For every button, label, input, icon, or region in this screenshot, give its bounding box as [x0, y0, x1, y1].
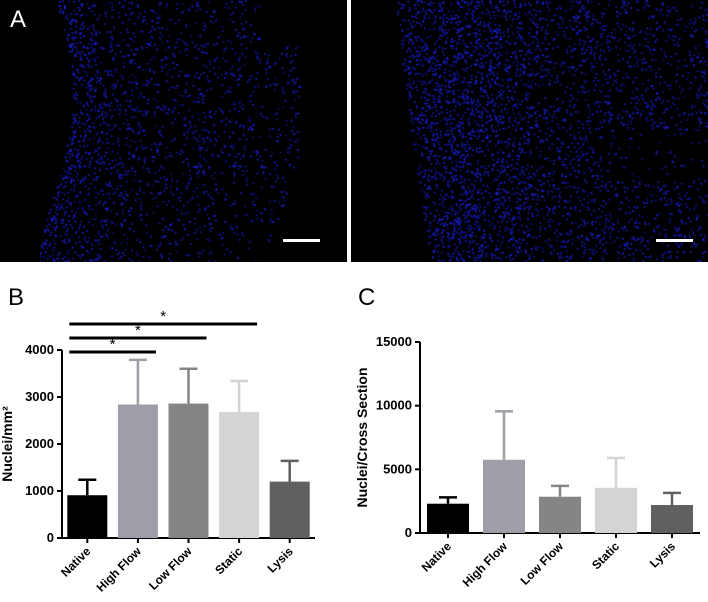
- y-tick-label: 15000: [376, 334, 412, 349]
- panel-label-b: B: [8, 284, 25, 311]
- y-tick-label: 1000: [25, 483, 54, 498]
- nuclei-stain-image-right: [351, 0, 708, 262]
- bar-high-flow: [483, 459, 525, 533]
- panel-label-a: A: [10, 6, 27, 33]
- x-tick-label-high-flow: High Flow: [94, 544, 145, 595]
- x-tick-label-native: Native: [58, 544, 94, 580]
- y-tick-label: 0: [405, 525, 412, 540]
- y-axis-label: Nuclei/mm²: [0, 406, 15, 482]
- y-tick-label: 5000: [383, 461, 412, 476]
- significance-star-high-flow: *: [110, 336, 116, 353]
- significance-star-static: *: [160, 308, 166, 325]
- x-tick-label-lysis: Lysis: [265, 544, 297, 576]
- y-tick-label: 3000: [25, 389, 54, 404]
- bar-lysis: [269, 481, 310, 538]
- scale-bar-right: [656, 239, 693, 242]
- nuclei-stain-image-left: [0, 0, 347, 262]
- bar-native: [67, 495, 108, 538]
- bar-low-flow: [168, 403, 209, 538]
- bar-high-flow: [117, 404, 158, 538]
- y-tick-label: 10000: [376, 398, 412, 413]
- x-tick-label-high-flow: High Flow: [460, 539, 511, 590]
- micrograph-left: [0, 0, 347, 262]
- micrograph-right: [351, 0, 708, 262]
- scale-bar-left: [283, 239, 320, 242]
- y-tick-label: 2000: [25, 436, 54, 451]
- x-tick-label-static: Static: [212, 544, 245, 577]
- chart-nuclei-per-mm2: 0 1000 2000 3000 4000 Nuclei/mm² Native High Fl…: [0, 308, 315, 595]
- bar-native: [427, 503, 469, 533]
- bar-static: [595, 487, 637, 533]
- panel-label-c: C: [358, 284, 376, 311]
- x-tick-label-low-flow: Low Flow: [146, 544, 195, 593]
- bar-low-flow: [539, 496, 581, 533]
- x-tick-label-static: Static: [589, 539, 622, 572]
- significance-star-low-flow: *: [135, 322, 141, 339]
- bar-static: [219, 412, 260, 538]
- x-tick-label-low-flow: Low Flow: [518, 539, 567, 588]
- y-tick-label: 0: [47, 530, 54, 545]
- y-tick-label: 4000: [25, 342, 54, 357]
- chart-nuclei-per-cross-section: 0 5000 10000 15000 Nuclei/Cross Section Nativ…: [354, 334, 700, 590]
- x-tick-label-native: Native: [419, 539, 455, 575]
- x-tick-label-lysis: Lysis: [647, 539, 679, 571]
- y-axis-label: Nuclei/Cross Section: [354, 367, 370, 507]
- bar-lysis: [651, 504, 693, 533]
